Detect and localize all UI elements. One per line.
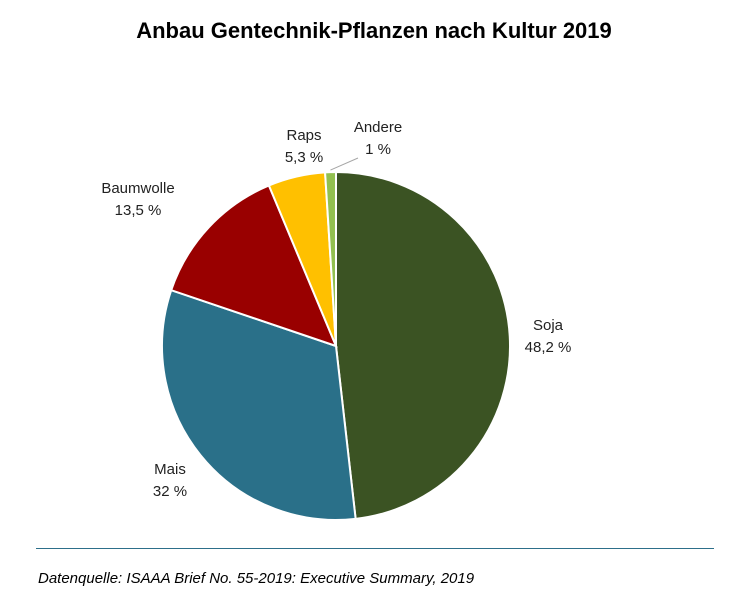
source-divider	[36, 548, 714, 549]
slice-value-label-mais: 32 %	[153, 483, 187, 500]
slice-name-label-andere: Andere	[354, 119, 402, 136]
pie-slice-soja	[335, 170, 512, 520]
slice-value-label-raps: 5,3 %	[285, 149, 323, 166]
slice-value-label-baumwolle: 13,5 %	[115, 202, 162, 219]
slice-name-label-baumwolle: Baumwolle	[101, 180, 174, 197]
slice-value-label-andere: 1 %	[365, 141, 391, 158]
slice-name-label-soja: Soja	[533, 317, 564, 334]
slice-name-label-raps: Raps	[286, 127, 321, 144]
pie-slice-baumwolle	[169, 184, 338, 348]
leader-line-andere	[330, 157, 359, 171]
source-note: Datenquelle: ISAAA Brief No. 55-2019: Ex…	[38, 570, 475, 587]
slice-name-label-mais: Mais	[154, 461, 186, 478]
pie-slice-mais	[161, 288, 357, 521]
pie-chart: Soja 48,2 % Mais 32 % Baumwolle 13,5 % Raps 5,3…	[101, 119, 572, 521]
chart-title: Anbau Gentechnik-Pflanzen nach Kultur 20…	[136, 18, 612, 43]
pie-slice-andere	[324, 170, 337, 347]
slice-value-label-soja: 48,2 %	[525, 339, 572, 356]
